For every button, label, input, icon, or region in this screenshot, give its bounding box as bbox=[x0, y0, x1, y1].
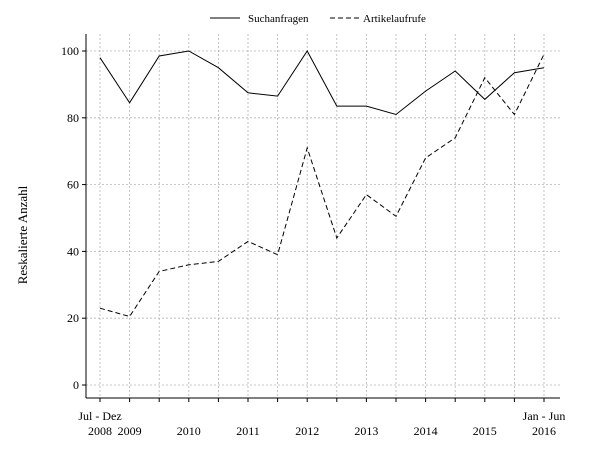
legend-label-1: Suchanfragen bbox=[248, 13, 309, 25]
x-tick-label: Jan - Jun bbox=[523, 409, 566, 423]
legend: Suchanfragen Artikelaufrufe bbox=[210, 13, 426, 25]
y-tick-label: 20 bbox=[67, 311, 79, 325]
x-tick-label: 2013 bbox=[354, 424, 378, 438]
series-group bbox=[99, 50, 545, 318]
y-tick-label: 0 bbox=[73, 378, 79, 392]
legend-label-2: Artikelaufrufe bbox=[363, 13, 426, 25]
series-line-1 bbox=[99, 50, 545, 116]
x-tick-label: Jul - Dez bbox=[78, 409, 121, 423]
y-tick-label: 80 bbox=[67, 111, 79, 125]
series-line-2 bbox=[99, 54, 545, 318]
y-tick-label: 40 bbox=[67, 244, 79, 258]
x-tick-label: 2014 bbox=[414, 424, 438, 438]
x-tick-label: 2008 bbox=[88, 424, 112, 438]
x-tick-label: 2016 bbox=[532, 424, 556, 438]
y-axis-label: Reskalierte Anzahl bbox=[15, 185, 30, 284]
grid bbox=[86, 34, 560, 398]
y-tick-label: 60 bbox=[67, 178, 79, 192]
x-tick-label: 2015 bbox=[473, 424, 497, 438]
x-tick-label: 2011 bbox=[236, 424, 260, 438]
y-tick-label: 100 bbox=[61, 44, 79, 58]
x-tick-label: 2012 bbox=[295, 424, 319, 438]
x-tick-label: 2009 bbox=[118, 424, 142, 438]
x-tick-label: 2010 bbox=[177, 424, 201, 438]
